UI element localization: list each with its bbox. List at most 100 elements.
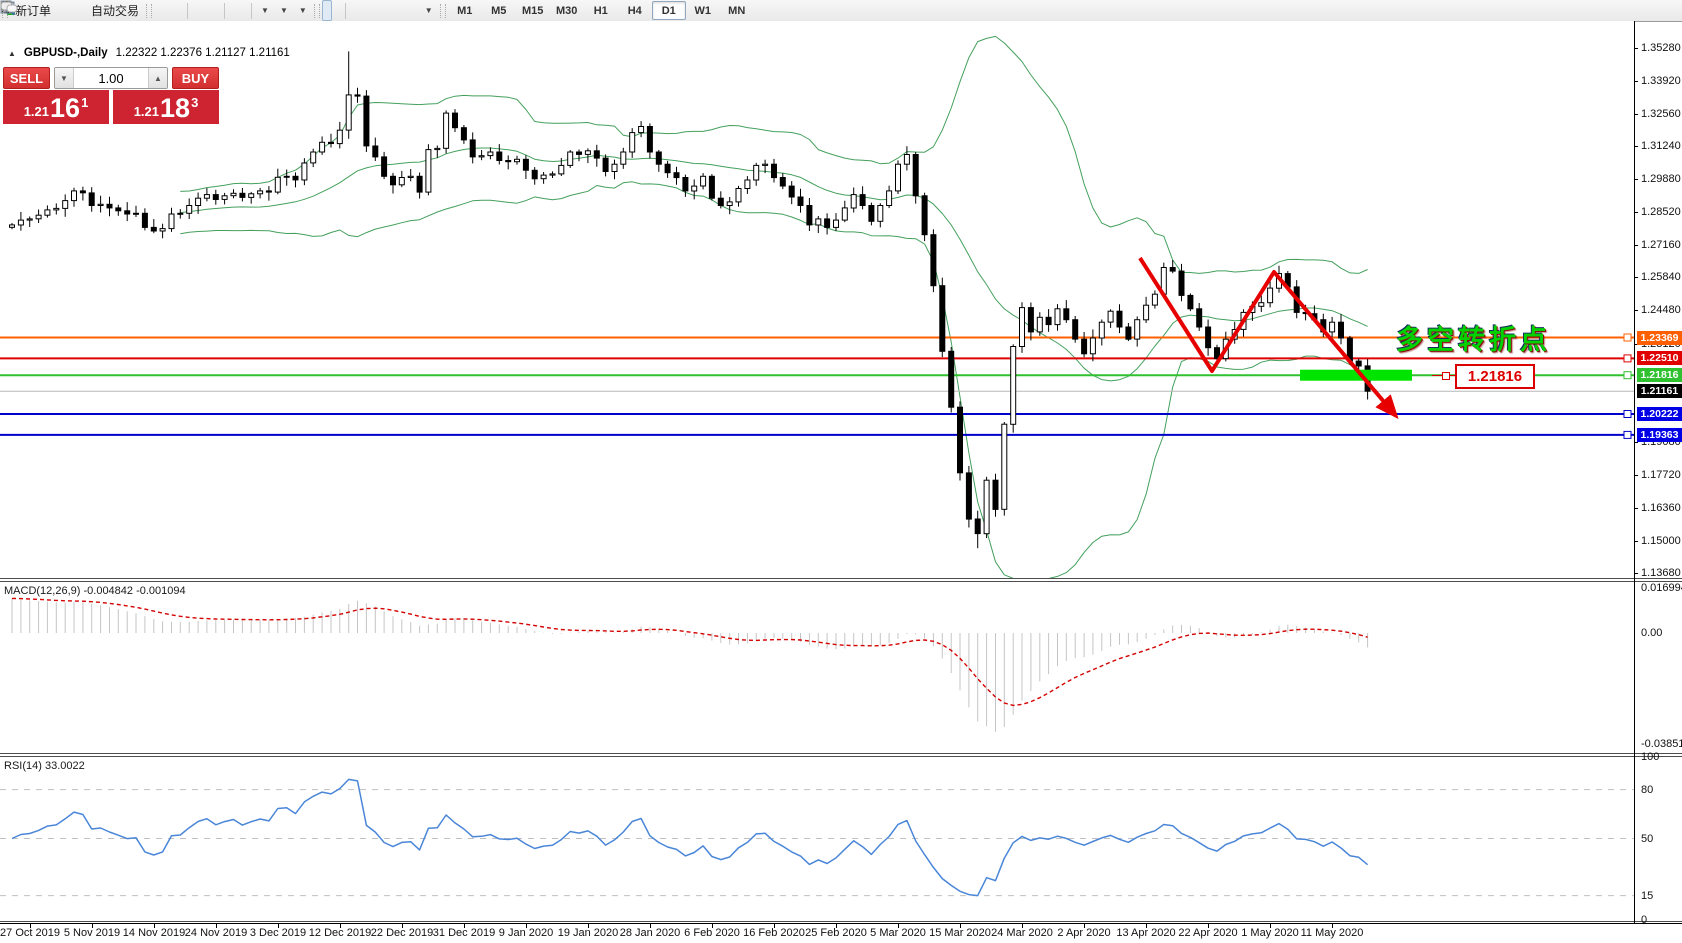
- macd-axis-label: 0.016994: [1641, 582, 1682, 594]
- symbol-collapse-arrow[interactable]: ▲: [8, 48, 16, 58]
- rsi-axis-label: 80: [1641, 784, 1654, 796]
- trendline-tool-button[interactable]: [1, 0, 379, 21]
- price-badge-1.20222: 1.20222: [1637, 407, 1682, 421]
- bar-chart-button[interactable]: [1, 0, 164, 21]
- date-tick-mark: [1084, 924, 1085, 928]
- turning-point-annotation: 多空转折点: [1396, 325, 1551, 355]
- templates-button[interactable]: ▼: [0, 0, 312, 21]
- date-axis[interactable]: 27 Oct 2019 5 Nov 2019 14 Nov 2019 24 Nov 2…: [0, 924, 1682, 943]
- price-tick-mark: [1634, 81, 1638, 82]
- price-tick-mark: [1634, 573, 1638, 574]
- date-tick-mark: [1022, 924, 1023, 928]
- timeframe-button-w1[interactable]: W1: [694, 4, 711, 17]
- panel-separator[interactable]: [0, 756, 1682, 757]
- bid-price-prefix: 1.21: [23, 104, 50, 119]
- panel-separator[interactable]: [0, 753, 1682, 754]
- date-tick-mark: [1270, 924, 1271, 928]
- main-price-chart[interactable]: ▲ GBPUSD-,Daily 1.22322 1.22376 1.21127 …: [0, 21, 1634, 578]
- periods-button[interactable]: ▼: [1, 0, 293, 21]
- fibonacci-tool-button[interactable]: F: [1, 0, 399, 21]
- auto-scroll-button[interactable]: [2, 0, 238, 21]
- price-tick-label: 1.28520: [1641, 206, 1681, 218]
- timeframe-button-d1[interactable]: D1: [651, 1, 686, 20]
- price-tick-label: 1.15000: [1641, 535, 1681, 547]
- macd-panel[interactable]: MACD(12,26,9) -0.004842 -0.001094: [0, 582, 1634, 753]
- autotrading-button[interactable]: 自动交易: [0, 0, 144, 21]
- price-tick-label: 1.33920: [1641, 75, 1681, 87]
- date-tick-mark: [1208, 924, 1209, 928]
- date-tick-label: 9 Jan 2020: [498, 927, 554, 939]
- toolbar-grip[interactable]: [439, 3, 446, 18]
- panel-separator[interactable]: [0, 578, 1682, 579]
- price-tick-label: 1.13680: [1641, 567, 1681, 579]
- bid-price[interactable]: 1.21 16 1: [3, 90, 109, 124]
- price-badge-1.21816: 1.21816: [1637, 368, 1682, 382]
- line-chart-button[interactable]: [0, 0, 184, 21]
- candlestick-button[interactable]: [1, 0, 174, 21]
- zoom-out-button[interactable]: [1, 0, 211, 21]
- timeframe-button-h1[interactable]: H1: [593, 4, 608, 17]
- volume-input[interactable]: 1.00: [73, 68, 149, 88]
- price-tick-label: 1.16360: [1641, 502, 1681, 514]
- ask-price[interactable]: 1.21 18 3: [113, 90, 219, 124]
- timeframe-button-m5[interactable]: M5: [491, 4, 507, 17]
- tile-windows-button[interactable]: [1, 0, 221, 21]
- date-tick-label: 15 Mar 2020: [929, 927, 991, 939]
- market-watch-button[interactable]: [0, 0, 66, 21]
- panel-separator: [0, 921, 1682, 922]
- chat-icon[interactable]: [0, 0, 18, 15]
- text-label-tool-button[interactable]: T: [0, 0, 419, 21]
- new-order-label: 新订单: [15, 4, 52, 18]
- rsi-axis-label: 100: [1641, 751, 1660, 763]
- timeframe-button-m30[interactable]: M30: [556, 4, 578, 17]
- sell-button[interactable]: SELL: [3, 67, 50, 89]
- date-tick-mark: [960, 924, 961, 928]
- date-tick-mark: [898, 924, 899, 928]
- autotrading-label: 自动交易: [91, 4, 140, 18]
- date-tick-label: 28 Jan 2020: [619, 927, 681, 939]
- timeframe-button-m15[interactable]: M15: [522, 4, 544, 17]
- timeframe-button-mn[interactable]: MN: [728, 4, 746, 17]
- date-tick-mark: [340, 924, 341, 928]
- bid-price-big: 16: [50, 93, 81, 123]
- price-tick-label: 1.32560: [1641, 108, 1681, 120]
- price-tick-label: 1.31240: [1641, 140, 1681, 152]
- buy-button[interactable]: BUY: [172, 67, 219, 89]
- channel-tool-button[interactable]: E: [0, 0, 389, 21]
- date-tick-mark: [588, 924, 589, 928]
- indicators-button[interactable]: ▼: [0, 0, 274, 21]
- toolbar-grip[interactable]: [313, 3, 320, 18]
- timeframe-button-m1[interactable]: M1: [457, 4, 473, 17]
- signals-button[interactable]: [3, 0, 86, 21]
- horizontal-line-tool-button[interactable]: [1, 0, 369, 21]
- macd-axis-label: -0.038519: [1641, 738, 1682, 750]
- bid-price-pip: 1: [81, 95, 89, 110]
- price-tick-label: 1.35280: [1641, 42, 1681, 54]
- cursor-tool-button[interactable]: [3, 0, 332, 21]
- navigator-button[interactable]: [1, 0, 76, 21]
- date-tick-mark: [1146, 924, 1147, 928]
- support-price-label[interactable]: 1.21816: [1455, 364, 1535, 389]
- price-axis[interactable]: 1.35280 1.33920 1.32560 1.31240 1.29880 1.285…: [1634, 21, 1682, 923]
- zoom-in-button[interactable]: [1, 0, 201, 21]
- timeframe-button-h4[interactable]: H4: [627, 4, 642, 17]
- date-tick-label: 5 Nov 2019: [63, 927, 121, 939]
- text-tool-button[interactable]: A: [2, 0, 409, 21]
- date-tick-mark: [712, 924, 713, 928]
- price-tick-mark: [1634, 541, 1638, 542]
- volume-increase-button[interactable]: ▲: [149, 68, 167, 88]
- chart-shift-button[interactable]: [2, 0, 248, 21]
- panel-separator[interactable]: [0, 581, 1682, 582]
- price-tick-mark: [1634, 146, 1638, 147]
- price-tick-mark: [1634, 277, 1638, 278]
- toolbar-grip[interactable]: [146, 3, 153, 18]
- date-tick-label: 3 Dec 2019: [249, 927, 307, 939]
- crosshair-tool-button[interactable]: [1, 0, 342, 21]
- support-label-anchor[interactable]: [1442, 372, 1450, 380]
- volume-decrease-button[interactable]: ▼: [55, 68, 73, 88]
- price-tick-label: 1.24480: [1641, 304, 1681, 316]
- vertical-line-tool-button[interactable]: [5, 0, 359, 21]
- date-tick-label: 2 Apr 2020: [1057, 927, 1111, 939]
- arrows-tool-button[interactable]: ▼: [2, 0, 438, 21]
- rsi-panel[interactable]: RSI(14) 33.0022: [0, 757, 1634, 921]
